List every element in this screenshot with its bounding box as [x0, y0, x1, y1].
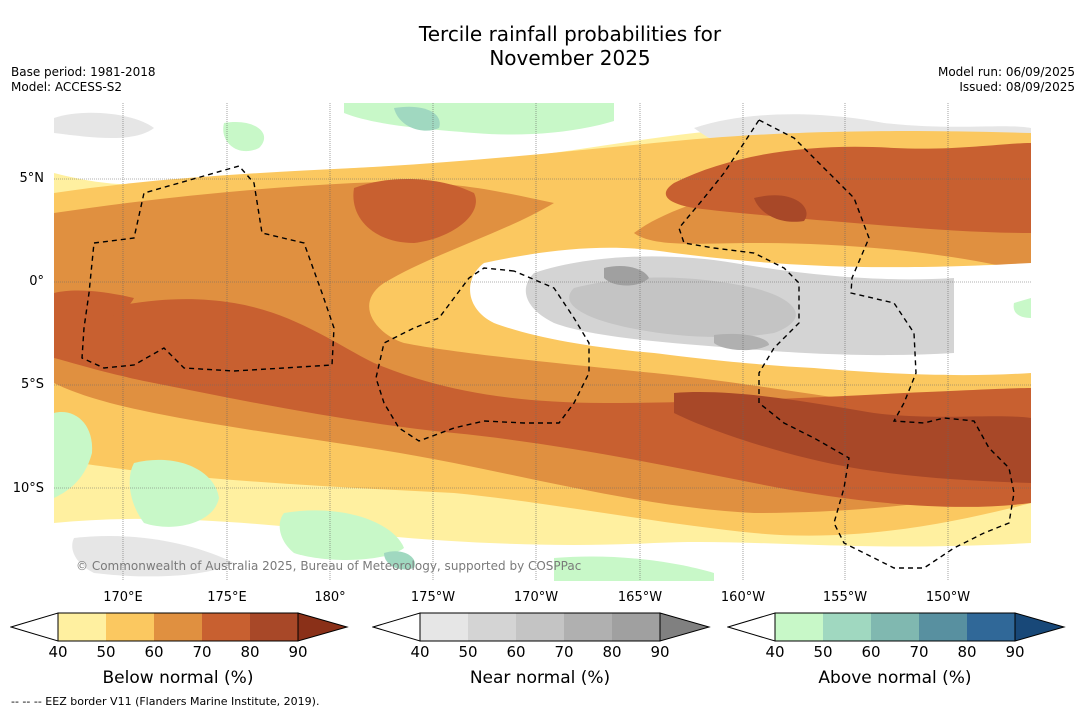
- green-patch-east: [1013, 298, 1031, 318]
- colorbar-near: [372, 612, 711, 642]
- green-patch-west: [54, 412, 93, 498]
- lat-label-0: 0°: [29, 274, 44, 289]
- colorbar-below-tick: 90: [288, 643, 308, 661]
- below-70-north-center: [353, 178, 476, 243]
- colorbar-near-high-arrow: [659, 612, 711, 642]
- colorbar-near-tick: 60: [506, 643, 526, 661]
- eez-borders: [81, 119, 1015, 569]
- map-svg: [54, 103, 1031, 581]
- green-patch-southwest-2: [279, 510, 404, 560]
- eez-border-east: [678, 119, 1015, 569]
- colorbar-above-tick: 60: [861, 643, 881, 661]
- eez-border-west: [81, 165, 335, 372]
- map-title: Tercile rainfall probabilities for Novem…: [0, 22, 1085, 70]
- colorbar-below-low-arrow: [10, 612, 59, 642]
- lat-label-5n: 5°N: [19, 171, 45, 186]
- colorbar-above-tick: 80: [957, 643, 977, 661]
- colorbar-below-swatch-1: [58, 613, 106, 641]
- base-info: Base period: 1981-2018 Model: ACCESS-S2: [11, 65, 156, 95]
- colorbar-above-label: Above normal (%): [818, 668, 972, 688]
- colorbar-near-tick: 90: [650, 643, 670, 661]
- model-run: Model run: 06/09/2025: [937, 65, 1075, 79]
- colorbar-above-tick: 90: [1005, 643, 1025, 661]
- colorbar-below-high-arrow: [297, 612, 349, 642]
- colorbar-near-label: Near normal (%): [469, 668, 611, 688]
- lon-label-180: 180°: [314, 590, 346, 605]
- near-70-spot: [714, 333, 769, 351]
- issued-date: Issued: 08/09/2025: [959, 80, 1075, 94]
- colorbar-above-low-arrow: [727, 612, 776, 642]
- green-patch-north-1: [223, 122, 265, 152]
- green-patch-southwest-1: [129, 459, 219, 527]
- colorbar-near-swatch-3: [516, 613, 564, 641]
- colorbar-below: [10, 612, 349, 642]
- colorbar-above-swatch-3: [871, 613, 919, 641]
- near-80-spot: [604, 266, 649, 286]
- colorbar-below-swatch-4: [202, 613, 250, 641]
- colorbar-below-label: Below normal (%): [102, 668, 254, 688]
- lon-label-150w: 150°W: [925, 590, 971, 605]
- green-patch-south: [554, 556, 714, 581]
- lon-label-170e: 170°E: [103, 590, 143, 605]
- colorbar-above-high-arrow: [1014, 612, 1066, 642]
- colorbar-below-swatch-3: [154, 613, 202, 641]
- colorbar-above: [727, 612, 1066, 642]
- probability-map: [54, 103, 1031, 581]
- lon-label-155w: 155°W: [822, 590, 868, 605]
- colorbar-above-tick: 70: [909, 643, 929, 661]
- teal-patch-north: [394, 106, 440, 131]
- colorbar-near-swatch-1: [420, 613, 468, 641]
- graticule: [54, 103, 1031, 581]
- lon-label-165w: 165°W: [617, 590, 663, 605]
- colorbar-above-swatch-2: [823, 613, 871, 641]
- lon-label-160w: 160°W: [720, 590, 766, 605]
- colorbar-near-tick: 50: [458, 643, 478, 661]
- near-60-region: [569, 277, 796, 338]
- below-70-band: [54, 299, 1031, 507]
- colorbar-near-tick: 40: [410, 643, 430, 661]
- model-name: Model: ACCESS-S2: [11, 80, 123, 94]
- colorbar-near-tick: 70: [554, 643, 574, 661]
- base-period: Base period: 1981-2018: [11, 65, 156, 79]
- below-70-northeast: [665, 143, 1031, 233]
- colorbar-below-tick: 60: [144, 643, 164, 661]
- colorbar-above-frame: [774, 612, 1016, 642]
- colorbar-below-frame: [57, 612, 299, 642]
- colorbar-near-swatch-5: [612, 613, 660, 641]
- colorbar-near-swatch-2: [468, 613, 516, 641]
- colorbar-above-tick: 50: [813, 643, 833, 661]
- lon-label-175e: 175°E: [207, 590, 247, 605]
- colorbar-near-swatch-4: [564, 613, 612, 641]
- lat-label-5s: 5°S: [20, 377, 44, 392]
- colorbar-above-tick: 40: [765, 643, 785, 661]
- teal-patch-south: [384, 551, 415, 570]
- title-line-1: Tercile rainfall probabilities for: [418, 22, 722, 46]
- below-70-west: [54, 290, 134, 328]
- colorbar-below-tick: 70: [192, 643, 212, 661]
- colorbar-below-swatch-5: [250, 613, 298, 641]
- colorbar-above-swatch-1: [775, 613, 823, 641]
- colorbar-below-tick: 50: [96, 643, 116, 661]
- eez-border-center: [375, 267, 590, 442]
- lat-label-10s: 10°S: [12, 481, 44, 496]
- colorbar-below-tick: 80: [240, 643, 260, 661]
- colorbar-above-swatch-4: [919, 613, 967, 641]
- below-80-band: [674, 392, 1031, 483]
- colorbar-near-frame: [419, 612, 661, 642]
- eez-footnote: -- -- -- EEZ border V11 (Flanders Marine…: [11, 695, 320, 708]
- lon-label-175w: 175°W: [410, 590, 456, 605]
- lon-label-170w: 170°W: [513, 590, 559, 605]
- colorbar-near-low-arrow: [372, 612, 421, 642]
- colorbar-below-tick: 40: [48, 643, 68, 661]
- below-80-spot: [754, 195, 807, 222]
- grey-patch-northwest: [54, 112, 154, 138]
- title-line-2: November 2025: [489, 46, 651, 70]
- copyright-notice: © Commonwealth of Australia 2025, Bureau…: [76, 559, 582, 573]
- colorbar-below-swatch-2: [106, 613, 154, 641]
- colorbar-near-tick: 80: [602, 643, 622, 661]
- run-info: Model run: 06/09/2025 Issued: 08/09/2025: [938, 65, 1075, 95]
- colorbar-above-swatch-5: [967, 613, 1015, 641]
- grey-patch-south: [72, 535, 235, 577]
